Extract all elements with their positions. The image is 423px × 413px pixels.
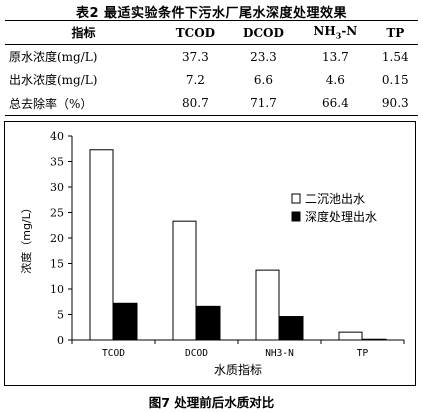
y-tick-label: 30 <box>50 181 64 194</box>
table-row: 原水浓度(mg/L) 37.3 23.3 13.7 1.54 <box>5 45 418 69</box>
table-cell: 37.3 <box>182 49 209 64</box>
table-cell: 1.54 <box>381 49 409 64</box>
x-tick-label: DCOD <box>185 348 208 359</box>
table-header-cell: TCOD <box>161 20 229 45</box>
y-tick-label: 25 <box>50 207 64 220</box>
table-cell: 7.2 <box>185 72 205 87</box>
table-header-cell: TP <box>372 20 418 45</box>
table-header-cell: DCOD <box>228 20 299 45</box>
table-cell: 6.6 <box>253 72 273 87</box>
table-cell: 4.6 <box>325 72 345 87</box>
bar-advanced-effluent <box>196 305 221 341</box>
y-tick-label: 0 <box>57 334 64 347</box>
figure-caption: 图7 处理前后水质对比 <box>148 395 275 410</box>
table-cell: 0.15 <box>381 72 409 87</box>
table-cell: 66.4 <box>298 91 373 116</box>
table-cell: 71.7 <box>228 91 299 116</box>
results-table: 指标 TCOD DCOD NH3-N TP 原水浓度(mg/L) 37.3 23… <box>5 20 418 116</box>
legend-swatch <box>291 211 301 222</box>
legend-label: 二沉池出水 <box>305 192 365 206</box>
table-row-label: 出水浓度(mg/L) <box>9 73 98 88</box>
table-row: 出水浓度(mg/L) 7.2 6.6 4.6 0.15 <box>5 68 418 91</box>
table-header-cell: NH3-N <box>298 20 373 45</box>
table-title: 表2 最适实验条件下污水厂尾水深度处理效果 <box>75 6 348 21</box>
table-cell: 23.3 <box>250 49 277 64</box>
x-tick-label: TP <box>357 348 369 359</box>
table-cell: 80.7 <box>161 91 229 116</box>
bar-secondary-effluent <box>172 220 197 341</box>
table-row: 总去除率（%） 80.7 71.7 66.4 90.3 <box>5 91 418 116</box>
y-axis-title: 浓度（mg/L） <box>19 202 33 274</box>
table-cell: 13.7 <box>321 49 349 64</box>
y-tick-label: 10 <box>50 283 64 296</box>
bar-advanced-effluent <box>362 338 387 341</box>
legend-swatch <box>291 193 301 204</box>
bar-secondary-effluent <box>89 149 114 341</box>
table-header-cell: 指标 <box>5 20 162 45</box>
chart-frame <box>4 121 416 386</box>
y-tick-label: 20 <box>50 232 64 245</box>
table-header-row: 指标 TCOD DCOD NH3-N TP <box>5 20 418 45</box>
bar-advanced-effluent <box>279 316 304 341</box>
table-row-label: 总去除率（%） <box>5 91 162 116</box>
y-tick-label: 35 <box>50 156 64 169</box>
x-tick-label: NH3-N <box>265 348 294 359</box>
table-cell: 90.3 <box>372 91 418 116</box>
bar-secondary-effluent <box>255 269 280 341</box>
bar-advanced-effluent <box>113 302 138 341</box>
x-axis-title: 水质指标 <box>214 362 262 377</box>
legend-label: 深度处理出水 <box>305 209 377 224</box>
bar-secondary-effluent <box>338 331 363 341</box>
y-tick-label: 40 <box>50 130 64 143</box>
y-tick-label: 15 <box>50 258 64 271</box>
x-tick-label: TCOD <box>102 348 125 359</box>
table-row-label: 原水浓度(mg/L) <box>9 50 98 65</box>
y-tick-label: 5 <box>57 309 64 322</box>
chart-bars <box>89 149 387 341</box>
